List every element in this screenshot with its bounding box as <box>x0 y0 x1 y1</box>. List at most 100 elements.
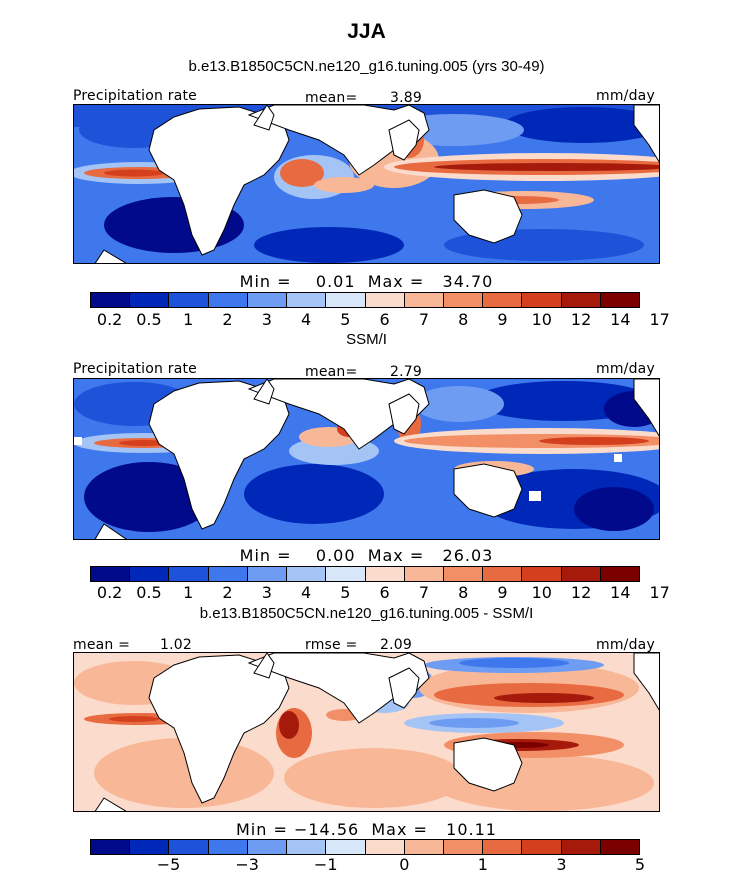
colorbar-swatch <box>326 840 366 854</box>
colorbar-swatch <box>483 567 523 581</box>
panel2-map <box>73 378 660 540</box>
colorbar-swatch <box>561 840 601 854</box>
colorbar-tick-label: 7 <box>418 583 430 602</box>
colorbar-tick-label: 6 <box>379 583 390 602</box>
colorbar-swatch <box>404 840 444 854</box>
colorbar-tick-label: 1 <box>183 310 194 329</box>
colorbar-swatch <box>169 840 209 854</box>
colorbar-tick-label: −5 <box>156 855 181 874</box>
colorbar-swatch <box>443 840 484 854</box>
colorbar-tick-label: 10 <box>531 583 552 602</box>
colorbar-tick-label: 3 <box>261 583 272 602</box>
colorbar-tick-label: 2 <box>222 310 233 329</box>
panel3-mean-value: 1.02 <box>160 637 192 653</box>
colorbar-swatch <box>247 567 288 581</box>
panel2-colorbar <box>90 566 640 582</box>
colorbar-tick-label: −3 <box>235 855 259 874</box>
panel3-units: mm/day <box>596 637 655 653</box>
panel3-mean-label: mean = <box>73 637 131 653</box>
colorbar-swatch <box>247 840 288 854</box>
colorbar-swatch <box>522 840 562 854</box>
colorbar-tick-label: −1 <box>313 855 338 874</box>
panel3-rmse-label: rmse = <box>305 637 358 653</box>
panel1-minmax: Min = 0.01 Max = 34.70 <box>239 272 494 291</box>
colorbar-swatch <box>483 293 523 307</box>
colorbar-swatch <box>287 567 327 581</box>
colorbar-tick-label: 14 <box>610 583 631 602</box>
panel3-minmax: Min = −14.56 Max = 10.11 <box>236 820 497 839</box>
colorbar-tick-label: 1 <box>477 855 488 874</box>
colorbar-swatch <box>561 293 601 307</box>
colorbar-swatch <box>91 293 131 307</box>
colorbar-swatch <box>91 567 131 581</box>
colorbar-tick-label: 4 <box>300 583 312 602</box>
colorbar-tick-label: 9 <box>497 583 508 602</box>
colorbar-tick-label: 8 <box>458 583 469 602</box>
colorbar-swatch <box>404 567 444 581</box>
colorbar-swatch <box>169 567 209 581</box>
colorbar-tick-label: 3 <box>556 855 567 874</box>
colorbar-tick-label: 1 <box>183 583 194 602</box>
colorbar-swatch <box>443 567 484 581</box>
colorbar-swatch <box>287 293 327 307</box>
colorbar-swatch <box>208 293 248 307</box>
colorbar-swatch <box>130 840 170 854</box>
colorbar-tick-label: 12 <box>570 583 592 602</box>
panel1-colorbar-ticks: 0.2 0.5 1 2 3 4 5 6 7 8 9 10 12 14 17 <box>90 310 670 329</box>
panel3-difference-field <box>74 653 659 811</box>
panel2-precip-field <box>74 379 659 539</box>
colorbar-swatch <box>247 293 288 307</box>
panel2-units: mm/day <box>596 361 655 377</box>
panel1-mean-label: mean= <box>305 90 358 106</box>
colorbar-swatch <box>600 567 640 581</box>
panel2-mean-label: mean= <box>305 364 358 380</box>
colorbar-tick-label: 9 <box>497 310 508 329</box>
panel1-mean-value: 3.89 <box>390 90 422 106</box>
colorbar-swatch <box>404 293 444 307</box>
colorbar-swatch <box>208 840 248 854</box>
panel1-map <box>73 104 660 264</box>
colorbar-swatch <box>365 293 405 307</box>
figure-title: JJA <box>347 20 386 43</box>
colorbar-tick-label: 8 <box>458 310 469 329</box>
colorbar-swatch <box>443 293 484 307</box>
colorbar-tick-label: 14 <box>610 310 631 329</box>
colorbar-tick-label: 5 <box>340 310 351 329</box>
colorbar-swatch <box>483 840 523 854</box>
panel1-colorbar <box>90 292 640 308</box>
colorbar-tick-label: 12 <box>570 310 592 329</box>
colorbar-tick-label: 2 <box>222 583 233 602</box>
colorbar-tick-label: 0 <box>399 855 410 874</box>
colorbar-tick-label: 17 <box>649 310 670 329</box>
colorbar-swatch <box>600 840 640 854</box>
colorbar-tick-label: 17 <box>649 583 670 602</box>
colorbar-tick-label: 4 <box>300 310 312 329</box>
panel3-colorbar <box>90 839 640 855</box>
colorbar-swatch <box>522 293 562 307</box>
colorbar-swatch <box>130 293 170 307</box>
colorbar-swatch <box>326 293 366 307</box>
colorbar-swatch <box>365 567 405 581</box>
panel3-rmse-value: 2.09 <box>380 637 412 653</box>
panel1-units: mm/day <box>596 88 655 104</box>
colorbar-tick-label: 5 <box>634 855 646 874</box>
colorbar-tick-label: 0.2 <box>96 583 123 602</box>
colorbar-swatch <box>365 840 405 854</box>
panel1-precip-field <box>74 105 659 263</box>
colorbar-swatch <box>287 840 327 854</box>
colorbar-tick-label: 6 <box>379 310 390 329</box>
colorbar-swatch <box>91 840 131 854</box>
colorbar-tick-label: 7 <box>418 310 430 329</box>
panel1-variable-label: Precipitation rate <box>73 88 197 104</box>
colorbar-swatch <box>522 567 562 581</box>
colorbar-swatch <box>208 567 248 581</box>
colorbar-swatch <box>326 567 366 581</box>
colorbar-tick-label: 0.5 <box>136 310 162 329</box>
panel2-variable-label: Precipitation rate <box>73 361 197 377</box>
panel2-title: SSM/I <box>346 331 387 348</box>
colorbar-swatch <box>169 293 209 307</box>
colorbar-tick-label: 3 <box>261 310 272 329</box>
colorbar-tick-label: 0.5 <box>136 583 162 602</box>
panel1-title: b.e13.B1850C5CN.ne120_g16.tuning.005 (yr… <box>188 58 545 75</box>
panel2-minmax: Min = 0.00 Max = 26.03 <box>239 546 494 565</box>
